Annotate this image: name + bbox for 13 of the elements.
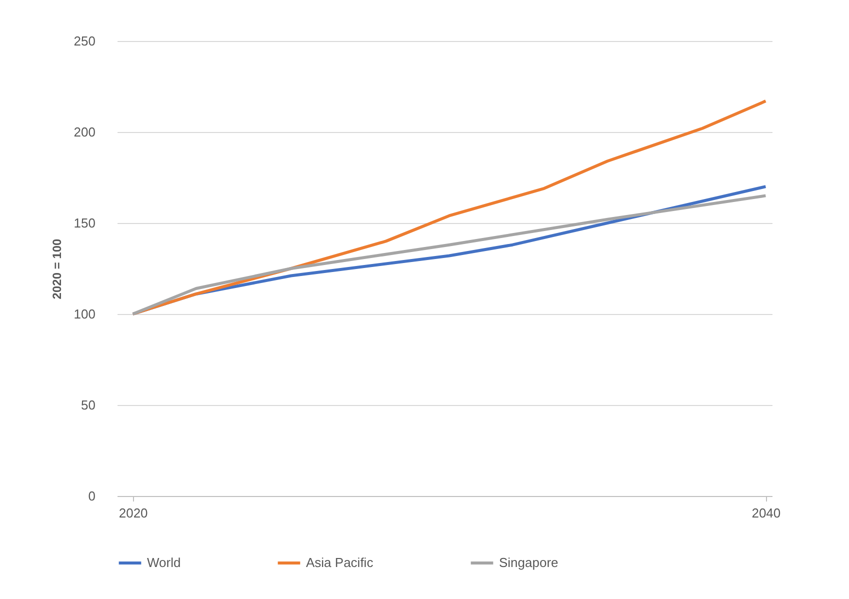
legend-label: Asia Pacific bbox=[306, 555, 374, 570]
y-tick-label: 150 bbox=[74, 216, 96, 230]
legend-label: World bbox=[147, 555, 181, 570]
y-tick-label: 100 bbox=[74, 306, 96, 322]
x-tick-label: 2040 bbox=[752, 506, 781, 520]
y-axis-title: 2020 = 100 bbox=[50, 238, 64, 300]
y-tick-label: 50 bbox=[81, 398, 96, 412]
y-tick-label: 200 bbox=[74, 124, 96, 140]
y-tick-label: 250 bbox=[74, 34, 96, 48]
x-tick-label: 2020 bbox=[118, 506, 148, 520]
y-tick-label: 0 bbox=[88, 488, 96, 504]
line-series bbox=[131, 100, 768, 316]
legend-label: Singapore bbox=[499, 555, 558, 570]
